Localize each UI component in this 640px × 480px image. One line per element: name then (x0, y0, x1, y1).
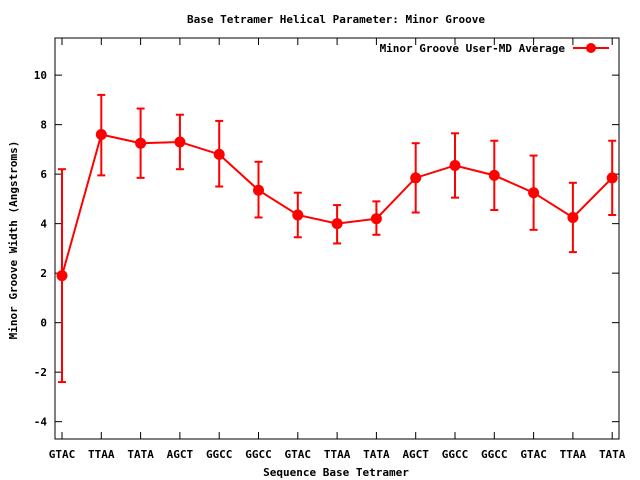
legend-label: Minor Groove User-MD Average (380, 42, 566, 55)
y-tick-label: 8 (40, 119, 47, 132)
x-tick-label: GGCC (481, 448, 508, 461)
data-point (410, 172, 422, 184)
data-point (528, 187, 540, 199)
x-tick-label: GGCC (245, 448, 272, 461)
data-point (331, 218, 343, 230)
data-point (488, 169, 500, 181)
chart-title: Base Tetramer Helical Parameter: Minor G… (187, 13, 485, 26)
legend: Minor Groove User-MD Average (380, 42, 609, 55)
x-tick-label: AGCT (167, 448, 194, 461)
x-tick-label: GTAC (285, 448, 312, 461)
y-axis: -4 -2 0 2 4 6 8 10 (34, 69, 619, 429)
x-tick-label: TATA (599, 448, 626, 461)
x-axis: GTAC TTAA TATA AGCT GGCC GGCC GTAC TTAA TATA AGCT… (49, 38, 626, 461)
y-tick-label: 10 (34, 69, 47, 82)
data-point (449, 159, 461, 171)
data-point (213, 148, 225, 160)
legend-marker (586, 43, 596, 53)
y-tick-label: -4 (34, 416, 48, 429)
y-tick-label: 0 (40, 317, 47, 330)
y-tick-label: 4 (40, 218, 47, 231)
x-axis-label: Sequence Base Tetramer (263, 466, 409, 479)
y-tick-label: 6 (40, 168, 47, 181)
data-point (56, 270, 68, 282)
x-tick-label: TTAA (88, 448, 115, 461)
x-tick-label: TTAA (560, 448, 587, 461)
data-point (370, 213, 382, 225)
x-tick-label: TATA (127, 448, 154, 461)
y-axis-label: Minor Groove Width (Angstroms) (7, 141, 20, 340)
y-tick-label: 2 (40, 267, 47, 280)
x-tick-label: TATA (363, 448, 390, 461)
x-tick-label: AGCT (402, 448, 429, 461)
data-point (95, 129, 107, 141)
data-point (253, 184, 264, 196)
x-tick-label: TTAA (324, 448, 351, 461)
x-tick-label: GGCC (442, 448, 469, 461)
data-point (606, 172, 618, 184)
series-layer (56, 93, 618, 384)
data-point (174, 136, 186, 148)
y-tick-label: -2 (34, 366, 47, 379)
x-tick-label: GGCC (206, 448, 233, 461)
data-point (567, 211, 579, 223)
x-tick-label: GTAC (49, 448, 76, 461)
x-tick-label: GTAC (520, 448, 547, 461)
data-point (292, 209, 304, 221)
data-point (135, 137, 147, 149)
